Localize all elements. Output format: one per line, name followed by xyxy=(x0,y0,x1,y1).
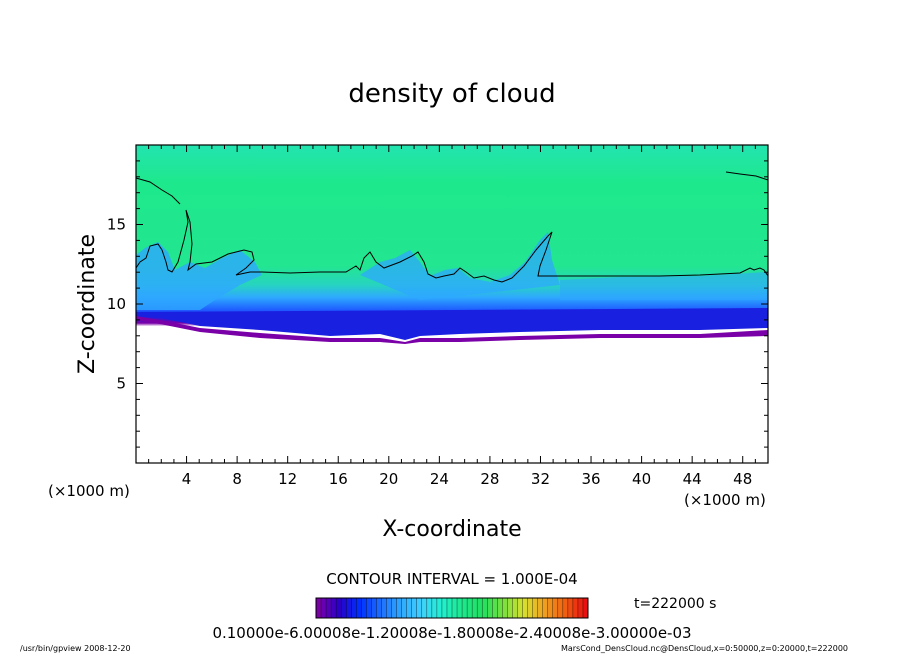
colorbar-swatch xyxy=(582,598,589,618)
x-axis-title: X-coordinate xyxy=(382,517,521,542)
colorbar-swatch xyxy=(527,598,533,618)
colorbar-swatch xyxy=(426,598,433,618)
x-tick-label: 32 xyxy=(531,470,550,488)
colorbar-swatch xyxy=(436,598,443,618)
footer-right: MarsCond_DensCloud.nc@DensCloud,x=0:5000… xyxy=(561,644,848,653)
cloud-plume-mid xyxy=(360,232,560,300)
colorbar-swatch xyxy=(457,598,463,618)
colorbar-swatch xyxy=(371,598,377,618)
x-tick-label: 8 xyxy=(232,470,242,488)
x-tick-label: 24 xyxy=(430,470,449,488)
colorbar-swatch xyxy=(406,598,413,618)
colorbar-swatch xyxy=(537,598,544,618)
x-tick-label: 44 xyxy=(683,470,702,488)
colorbar-swatch xyxy=(341,598,347,618)
colorbar-swatch xyxy=(497,598,503,618)
colorbar-swatch xyxy=(517,598,523,618)
colorbar-swatch xyxy=(482,598,488,618)
x-axis: 4 8 12 16 20 24 28 32 36 40 44 48 xyxy=(148,145,756,488)
x-tick-label: 12 xyxy=(278,470,297,488)
colorbar-swatch xyxy=(467,598,473,618)
x-tick-label: 40 xyxy=(632,470,651,488)
colorbar-swatch xyxy=(462,598,468,618)
colorbar-swatch xyxy=(336,598,342,618)
cloud-base-purple xyxy=(136,316,768,344)
colorbar-swatch xyxy=(446,598,453,618)
colorbar-swatch xyxy=(572,598,579,618)
colorbar-swatch xyxy=(361,598,367,618)
y-tick-label: 10 xyxy=(107,295,126,313)
colorbar-swatch xyxy=(416,598,423,618)
colorbar-swatch xyxy=(411,598,418,618)
colorbar-swatch xyxy=(552,598,559,618)
colorbar-swatch xyxy=(326,598,332,618)
colorbar-swatch xyxy=(431,598,438,618)
colorbar-swatch xyxy=(386,598,392,618)
colorbar-swatch xyxy=(381,598,387,618)
colorbar-swatch xyxy=(356,598,362,618)
colorbar-swatch xyxy=(507,598,513,618)
colorbar-swatch xyxy=(321,598,327,618)
contour-interval-label: CONTOUR INTERVAL = 1.000E-04 xyxy=(326,570,577,588)
colorbar-labels: 0.10000e-6.00008e-1.20008e-1.80008e-2.40… xyxy=(212,624,691,642)
cloud-plume-right xyxy=(560,272,768,300)
density-field xyxy=(136,145,768,463)
x-tick-label: 48 xyxy=(733,470,752,488)
colorbar-swatch xyxy=(512,598,518,618)
colorbar-swatch xyxy=(562,598,569,618)
x-tick-label: 28 xyxy=(480,470,499,488)
contour-lines xyxy=(135,171,769,283)
footer-left: /usr/bin/gpview 2008-12-20 xyxy=(20,644,131,653)
colorbar-swatch xyxy=(577,598,584,618)
cloud-base-layer xyxy=(136,308,768,340)
contour-main xyxy=(135,209,769,283)
colorbar-swatch xyxy=(452,598,458,618)
colorbar-frame xyxy=(315,597,589,619)
colorbar-swatch xyxy=(547,598,554,618)
y-tick-label: 15 xyxy=(107,216,126,234)
chart-title: density of cloud xyxy=(348,79,555,109)
colorbar-swatch xyxy=(492,598,498,618)
colorbar-swatch xyxy=(376,598,382,618)
colorbar-swatch xyxy=(441,598,448,618)
x-tick-label: 16 xyxy=(329,470,348,488)
colorbar-swatch xyxy=(351,598,357,618)
colorbar xyxy=(315,598,589,618)
y-axis-unit: (×1000 m) xyxy=(48,482,130,500)
colorbar-swatch xyxy=(391,598,397,618)
plot-area xyxy=(136,145,768,463)
y-axis-title: Z-coordinate xyxy=(75,234,100,374)
colorbar-swatch xyxy=(477,598,483,618)
contour-upper-right xyxy=(725,171,769,181)
x-tick-label: 20 xyxy=(379,470,398,488)
colorbar-swatch xyxy=(472,598,478,618)
colorbar-swatch xyxy=(316,598,322,618)
cloud-plume-left xyxy=(136,242,262,310)
time-label: t=222000 s xyxy=(634,596,716,612)
colorbar-swatch xyxy=(522,598,528,618)
x-axis-unit: (×1000 m) xyxy=(684,491,766,509)
colorbar-swatch xyxy=(366,598,372,618)
colorbar-swatch xyxy=(346,598,352,618)
colorbar-swatch xyxy=(331,598,337,618)
contour-upper-left xyxy=(135,177,181,205)
y-tick-label: 5 xyxy=(116,375,126,393)
y-axis: 5 10 15 xyxy=(107,160,768,448)
colorbar-swatch xyxy=(542,598,549,618)
colorbar-swatch xyxy=(487,598,493,618)
x-tick-label: 36 xyxy=(581,470,600,488)
colorbar-swatch xyxy=(567,598,574,618)
x-tick-label: 4 xyxy=(182,470,192,488)
colorbar-swatch xyxy=(532,598,539,618)
colorbar-swatch xyxy=(396,598,403,618)
colorbar-swatch xyxy=(421,598,428,618)
colorbar-swatch xyxy=(502,598,508,618)
colorbar-swatch xyxy=(557,598,564,618)
colorbar-swatch xyxy=(401,598,408,618)
